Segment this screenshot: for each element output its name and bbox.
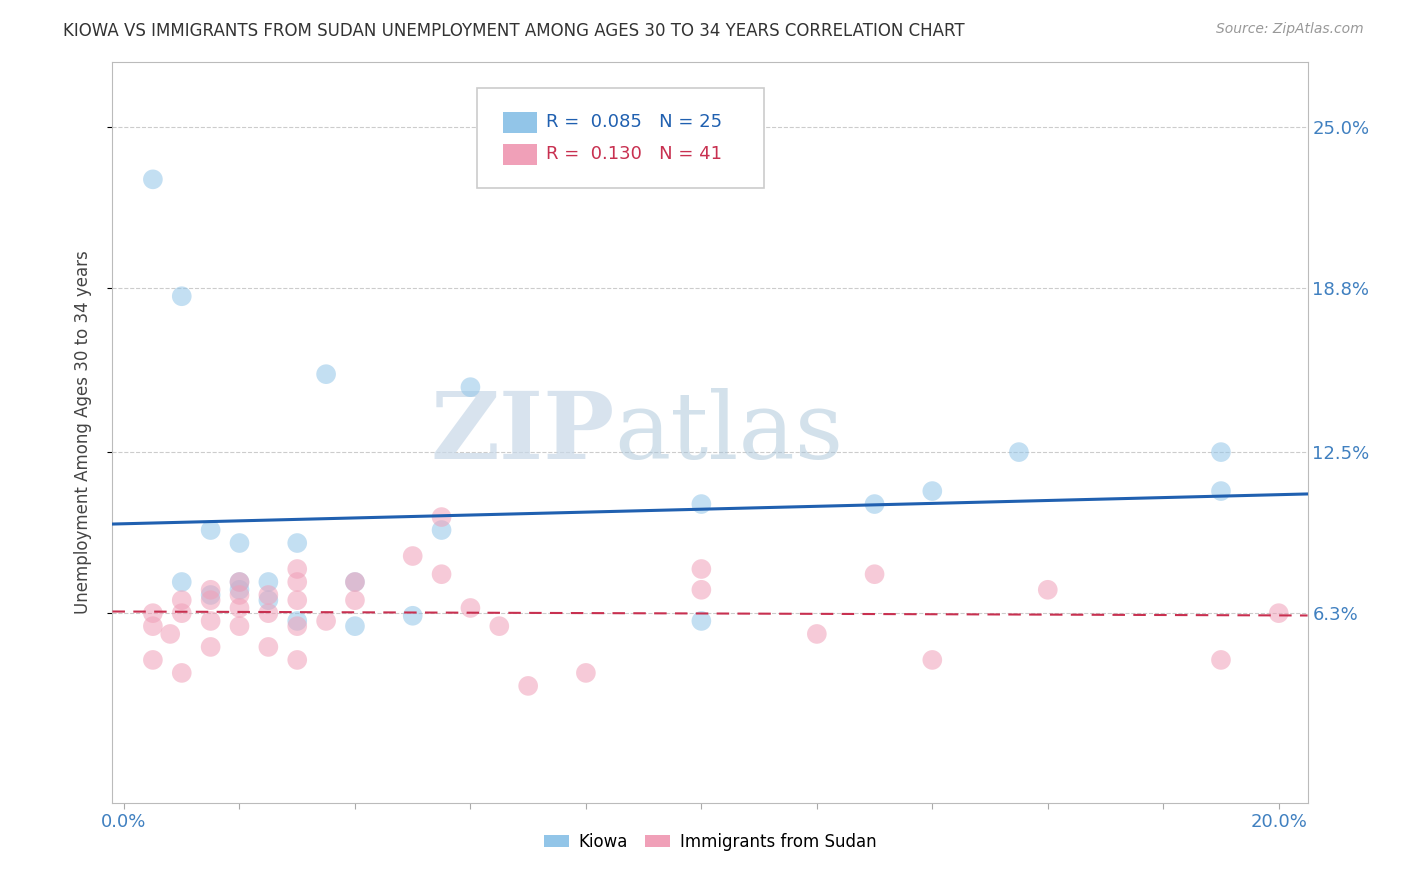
Point xyxy=(1267,606,1289,620)
Point xyxy=(921,484,943,499)
Point xyxy=(1209,445,1232,459)
Point xyxy=(863,567,886,582)
Point xyxy=(430,523,453,537)
Point xyxy=(159,627,181,641)
Point xyxy=(285,562,308,576)
Point xyxy=(257,606,280,620)
Point xyxy=(575,665,598,680)
Point xyxy=(228,574,250,589)
Point xyxy=(517,679,540,693)
Point xyxy=(257,574,280,589)
Point xyxy=(170,593,193,607)
Point xyxy=(170,574,193,589)
Point xyxy=(690,497,713,511)
Point xyxy=(285,653,308,667)
Point xyxy=(460,380,482,394)
Point xyxy=(200,593,222,607)
Point xyxy=(285,574,308,589)
Point xyxy=(460,601,482,615)
Point xyxy=(142,653,165,667)
Point xyxy=(1036,582,1059,597)
Point xyxy=(1209,653,1232,667)
Point xyxy=(142,606,165,620)
Point xyxy=(200,588,222,602)
Point xyxy=(343,574,366,589)
Point xyxy=(200,523,222,537)
Point xyxy=(200,614,222,628)
Point xyxy=(228,582,250,597)
Point xyxy=(257,593,280,607)
Point xyxy=(170,289,193,303)
Point xyxy=(343,593,366,607)
Point xyxy=(806,627,828,641)
Point xyxy=(228,588,250,602)
Point xyxy=(228,619,250,633)
Point xyxy=(402,608,425,623)
FancyBboxPatch shape xyxy=(477,88,763,188)
Point xyxy=(863,497,886,511)
Point xyxy=(228,574,250,589)
Point xyxy=(170,665,193,680)
Point xyxy=(488,619,510,633)
Point xyxy=(285,536,308,550)
Point xyxy=(142,619,165,633)
Point xyxy=(1008,445,1031,459)
Point xyxy=(142,172,165,186)
Text: atlas: atlas xyxy=(614,388,844,477)
Point xyxy=(285,593,308,607)
FancyBboxPatch shape xyxy=(503,144,537,165)
Point xyxy=(228,601,250,615)
Point xyxy=(170,606,193,620)
Point xyxy=(690,582,713,597)
Text: R =  0.130   N = 41: R = 0.130 N = 41 xyxy=(547,145,723,162)
Text: KIOWA VS IMMIGRANTS FROM SUDAN UNEMPLOYMENT AMONG AGES 30 TO 34 YEARS CORRELATIO: KIOWA VS IMMIGRANTS FROM SUDAN UNEMPLOYM… xyxy=(63,22,965,40)
Point xyxy=(343,574,366,589)
Point xyxy=(200,640,222,654)
Point xyxy=(690,562,713,576)
Point xyxy=(402,549,425,563)
Point xyxy=(430,567,453,582)
Point xyxy=(257,588,280,602)
Point xyxy=(430,510,453,524)
Point xyxy=(285,619,308,633)
Legend: Kiowa, Immigrants from Sudan: Kiowa, Immigrants from Sudan xyxy=(537,826,883,857)
Point xyxy=(200,582,222,597)
Point xyxy=(921,653,943,667)
Point xyxy=(1209,484,1232,499)
Y-axis label: Unemployment Among Ages 30 to 34 years: Unemployment Among Ages 30 to 34 years xyxy=(73,251,91,615)
Point xyxy=(285,614,308,628)
Point xyxy=(257,640,280,654)
Text: Source: ZipAtlas.com: Source: ZipAtlas.com xyxy=(1216,22,1364,37)
Point xyxy=(228,536,250,550)
Text: R =  0.085   N = 25: R = 0.085 N = 25 xyxy=(547,112,723,130)
Point xyxy=(343,619,366,633)
Text: ZIP: ZIP xyxy=(430,388,614,477)
Point xyxy=(315,614,337,628)
FancyBboxPatch shape xyxy=(503,112,537,133)
Point xyxy=(690,614,713,628)
Point xyxy=(315,367,337,381)
